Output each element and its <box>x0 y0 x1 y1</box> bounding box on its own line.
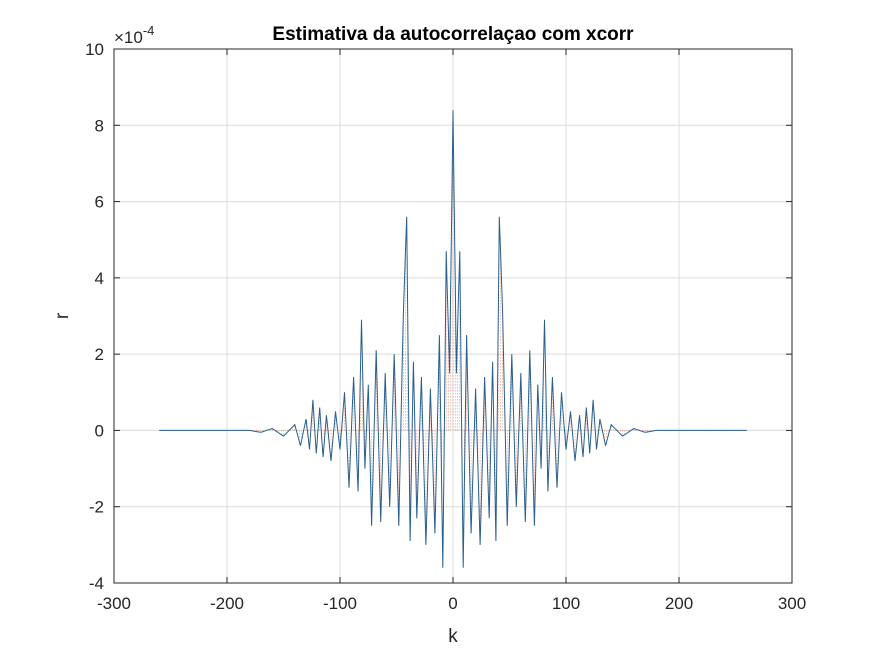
x-tick-label: 100 <box>552 594 580 613</box>
chart-title: Estimativa da autocorrelaçao com xcorr <box>272 24 634 45</box>
x-tick-label: -200 <box>210 594 244 613</box>
y-tick-label: 10 <box>85 40 104 59</box>
y-axis-label: r <box>52 312 73 319</box>
x-axis-label: k <box>448 626 458 647</box>
x-tick-label: 200 <box>665 594 693 613</box>
ticks: -300 -200 -100 0 100 200 300 -4 -2 0 2 4 6 8 10 <box>85 40 806 613</box>
x-tick-label: 0 <box>448 594 457 613</box>
y-tick-label: 4 <box>95 269 104 288</box>
y-tick-label: -2 <box>89 498 104 517</box>
signal-line <box>159 109 747 568</box>
x-tick-label: -300 <box>97 594 131 613</box>
y-tick-label: 6 <box>95 193 104 212</box>
y-exponent-power: -4 <box>143 23 155 38</box>
y-tick-label: 2 <box>95 345 104 364</box>
x-tick-label: -100 <box>323 594 357 613</box>
y-exponent-label: ×10-4 <box>114 23 154 47</box>
y-tick-label: 8 <box>95 116 104 135</box>
y-tick-label: 0 <box>95 421 104 440</box>
y-tick-label: -4 <box>89 574 104 593</box>
y-exponent-base: ×10 <box>114 28 143 47</box>
x-tick-label: 300 <box>778 594 806 613</box>
